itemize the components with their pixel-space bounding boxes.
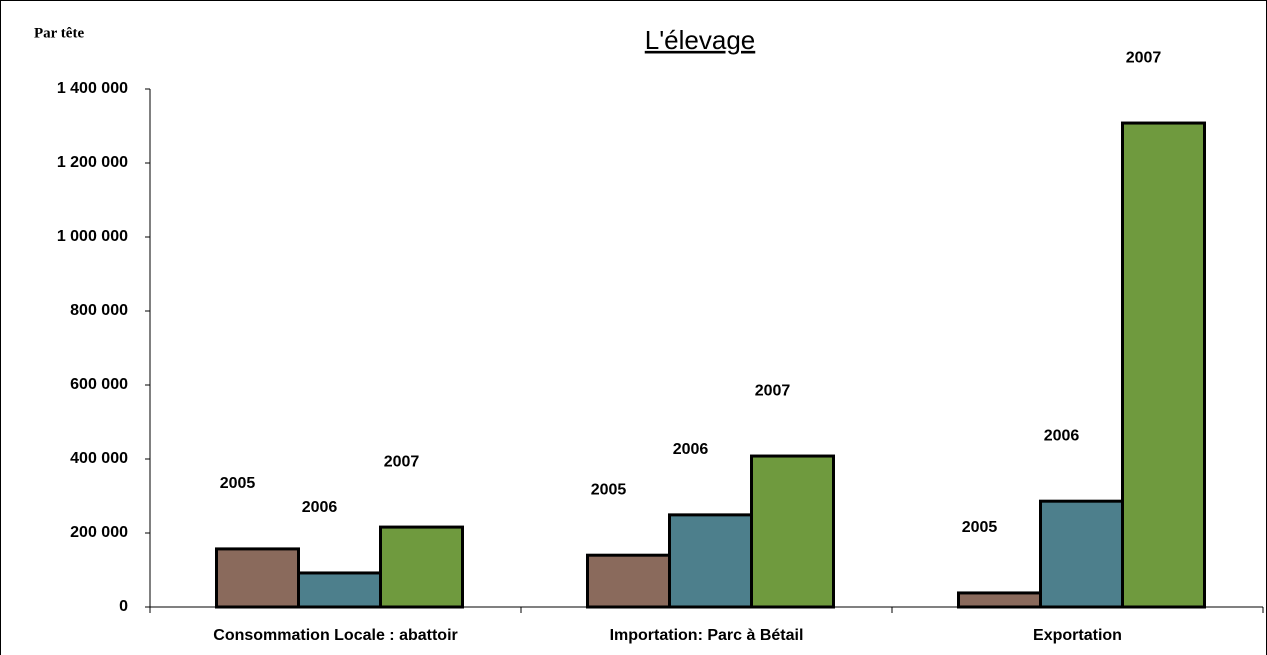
bar (217, 549, 299, 607)
data-label: 2006 (302, 499, 338, 516)
data-label: 2006 (673, 441, 709, 458)
x-tick-label: Importation: Parc à Bétail (610, 627, 804, 644)
data-label: 2005 (220, 475, 256, 492)
y-tick-label: 200 000 (70, 524, 128, 541)
y-tick-label: 1 400 000 (57, 80, 128, 97)
bar (752, 456, 834, 607)
bar (670, 515, 752, 607)
data-label: 2005 (962, 519, 998, 536)
data-label: 2007 (755, 382, 791, 399)
bar (1123, 123, 1205, 607)
chart-title: L'élevage (645, 25, 756, 55)
y-tick-label: 600 000 (70, 376, 128, 393)
y-tick-label: 1 200 000 (57, 154, 128, 171)
bar (588, 555, 670, 607)
y-tick-label: 800 000 (70, 302, 128, 319)
x-tick-label: Consommation Locale : abattoir (213, 627, 457, 644)
x-tick-label: Exportation (1033, 627, 1122, 644)
y-axis-label: Par tête (34, 25, 84, 41)
y-tick-label: 0 (119, 598, 128, 615)
bar (381, 527, 463, 607)
y-tick-label: 400 000 (70, 450, 128, 467)
chart: L'élevage Par tête 0 200 000 400 000 600 00… (0, 0, 1267, 655)
bar (299, 573, 381, 607)
bar (1041, 501, 1123, 607)
data-label: 2006 (1044, 427, 1080, 444)
y-tick-label: 1 000 000 (57, 228, 128, 245)
bar (959, 593, 1041, 607)
data-label: 2007 (1126, 49, 1162, 66)
data-label: 2005 (591, 481, 627, 498)
data-label: 2007 (384, 453, 420, 470)
